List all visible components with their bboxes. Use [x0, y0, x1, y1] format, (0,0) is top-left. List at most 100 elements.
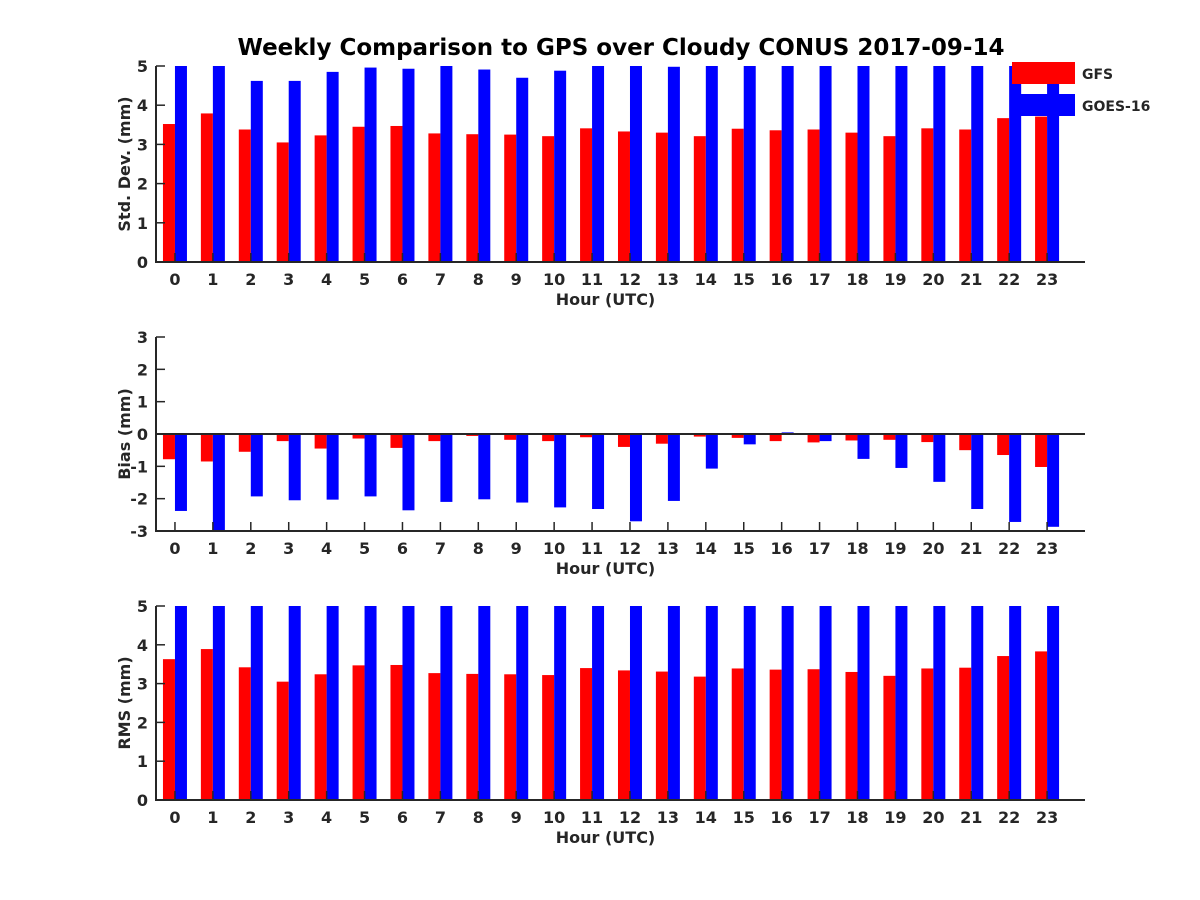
bar-goes-16-hour-7 — [440, 66, 452, 262]
x-tick-label: 13 — [657, 539, 679, 558]
bar-goes-16-hour-17 — [820, 606, 832, 800]
bar-gfs-hour-13 — [656, 434, 668, 444]
bar-gfs-hour-8 — [466, 134, 478, 262]
x-tick-label: 9 — [511, 539, 522, 558]
x-tick-label: 4 — [321, 808, 332, 827]
legend-swatch — [1012, 62, 1075, 84]
x-tick-label: 14 — [695, 808, 717, 827]
bar-gfs-hour-22 — [997, 434, 1009, 455]
bar-gfs-hour-15 — [732, 668, 744, 800]
bar-gfs-hour-17 — [808, 130, 820, 263]
legend-swatch — [1012, 94, 1075, 116]
x-tick-label: 18 — [846, 808, 868, 827]
bar-gfs-hour-18 — [845, 672, 857, 800]
x-tick-label: 0 — [169, 270, 180, 289]
x-tick-label: 22 — [998, 539, 1020, 558]
y-tick-label: -2 — [130, 490, 148, 509]
figure: Weekly Comparison to GPS over Cloudy CON… — [0, 0, 1200, 900]
bar-goes-16-hour-8 — [478, 434, 490, 499]
bar-gfs-hour-21 — [959, 434, 971, 450]
y-tick-label: 4 — [137, 636, 148, 655]
bar-goes-16-hour-7 — [440, 606, 452, 800]
x-tick-label: 7 — [435, 270, 446, 289]
y-tick-label: -3 — [130, 522, 148, 541]
bar-gfs-hour-13 — [656, 672, 668, 800]
bar-gfs-hour-3 — [277, 142, 289, 262]
x-tick-label: 1 — [207, 808, 218, 827]
bar-gfs-hour-17 — [808, 434, 820, 442]
x-tick-label: 20 — [922, 539, 944, 558]
x-tick-label: 10 — [543, 539, 565, 558]
bar-goes-16-hour-21 — [971, 434, 983, 509]
y-tick-label: 0 — [137, 425, 148, 444]
y-tick-label: 1 — [137, 752, 148, 771]
x-tick-label: 6 — [397, 539, 408, 558]
bar-gfs-hour-16 — [770, 670, 782, 800]
bar-goes-16-hour-14 — [706, 66, 718, 262]
bar-goes-16-hour-21 — [971, 66, 983, 262]
bar-gfs-hour-21 — [959, 668, 971, 800]
y-tick-label: 1 — [137, 214, 148, 233]
x-tick-label: 20 — [922, 270, 944, 289]
bar-goes-16-hour-16 — [782, 606, 794, 800]
x-tick-label: 11 — [581, 539, 603, 558]
bar-gfs-hour-15 — [732, 129, 744, 262]
bar-goes-16-hour-19 — [895, 66, 907, 262]
bar-gfs-hour-9 — [504, 135, 516, 262]
x-tick-label: 13 — [657, 808, 679, 827]
y-tick-label: 3 — [137, 675, 148, 694]
x-tick-label: 6 — [397, 808, 408, 827]
bar-goes-16-hour-17 — [820, 434, 832, 441]
bar-goes-16-hour-16 — [782, 66, 794, 262]
bar-goes-16-hour-20 — [933, 606, 945, 800]
bar-gfs-hour-23 — [1035, 434, 1047, 467]
x-tick-label: 6 — [397, 270, 408, 289]
bar-gfs-hour-6 — [390, 126, 402, 262]
bar-goes-16-hour-3 — [289, 606, 301, 800]
bar-gfs-hour-3 — [277, 682, 289, 800]
x-tick-label: 12 — [619, 270, 641, 289]
x-tick-label: 18 — [846, 539, 868, 558]
legend-item-goes-16: GOES-16 — [1012, 94, 1150, 116]
bar-goes-16-hour-11 — [592, 66, 604, 262]
x-axis-label: Hour (UTC) — [556, 559, 656, 578]
x-tick-label: 10 — [543, 808, 565, 827]
bar-goes-16-hour-5 — [365, 606, 377, 800]
bar-goes-16-hour-10 — [554, 71, 566, 262]
bar-gfs-hour-20 — [921, 128, 933, 262]
bar-goes-16-hour-22 — [1009, 434, 1021, 522]
x-tick-label: 1 — [207, 539, 218, 558]
bar-goes-16-hour-12 — [630, 434, 642, 521]
x-tick-label: 23 — [1036, 539, 1058, 558]
x-tick-label: 8 — [473, 539, 484, 558]
bar-goes-16-hour-8 — [478, 606, 490, 800]
bar-goes-16-hour-20 — [933, 66, 945, 262]
x-tick-label: 22 — [998, 270, 1020, 289]
bar-goes-16-hour-1 — [213, 606, 225, 800]
bar-gfs-hour-23 — [1035, 651, 1047, 800]
bar-gfs-hour-16 — [770, 130, 782, 262]
y-tick-label: 5 — [137, 597, 148, 616]
legend-label: GOES-16 — [1082, 99, 1150, 115]
x-tick-label: 11 — [581, 808, 603, 827]
x-tick-label: 4 — [321, 270, 332, 289]
bar-goes-16-hour-18 — [857, 606, 869, 800]
x-tick-label: 21 — [960, 270, 982, 289]
bar-gfs-hour-17 — [808, 669, 820, 800]
bar-goes-16-hour-9 — [516, 78, 528, 262]
bar-goes-16-hour-18 — [857, 66, 869, 262]
bar-gfs-hour-20 — [921, 668, 933, 800]
bar-goes-16-hour-19 — [895, 606, 907, 800]
bar-gfs-hour-9 — [504, 674, 516, 800]
x-tick-label: 23 — [1036, 270, 1058, 289]
x-tick-label: 0 — [169, 539, 180, 558]
bar-gfs-hour-19 — [883, 676, 895, 800]
x-tick-label: 16 — [771, 808, 793, 827]
bar-gfs-hour-14 — [694, 677, 706, 800]
x-tick-label: 17 — [808, 808, 830, 827]
x-tick-label: 20 — [922, 808, 944, 827]
bar-gfs-hour-13 — [656, 133, 668, 262]
bar-goes-16-hour-1 — [213, 434, 225, 531]
y-tick-label: 0 — [137, 253, 148, 272]
bar-goes-16-hour-23 — [1047, 434, 1059, 527]
